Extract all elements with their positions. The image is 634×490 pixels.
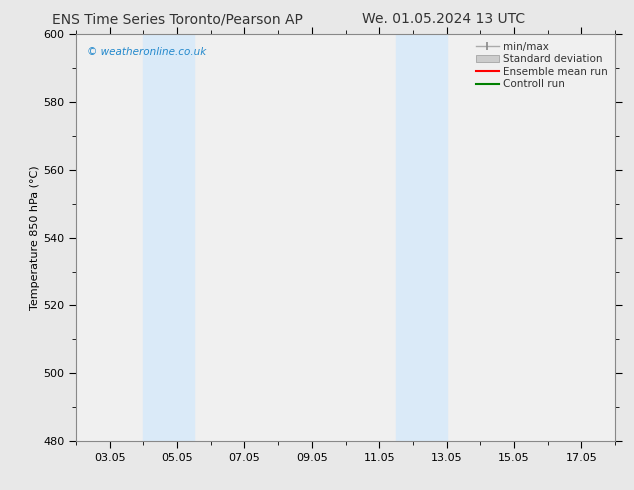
Bar — [143, 34, 194, 441]
Text: ENS Time Series Toronto/Pearson AP: ENS Time Series Toronto/Pearson AP — [52, 12, 303, 26]
Text: We. 01.05.2024 13 UTC: We. 01.05.2024 13 UTC — [362, 12, 526, 26]
Legend: min/max, Standard deviation, Ensemble mean run, Controll run: min/max, Standard deviation, Ensemble me… — [474, 40, 610, 92]
Bar — [396, 34, 446, 441]
Text: © weatheronline.co.uk: © weatheronline.co.uk — [87, 47, 206, 56]
Y-axis label: Temperature 850 hPa (°C): Temperature 850 hPa (°C) — [30, 165, 40, 310]
